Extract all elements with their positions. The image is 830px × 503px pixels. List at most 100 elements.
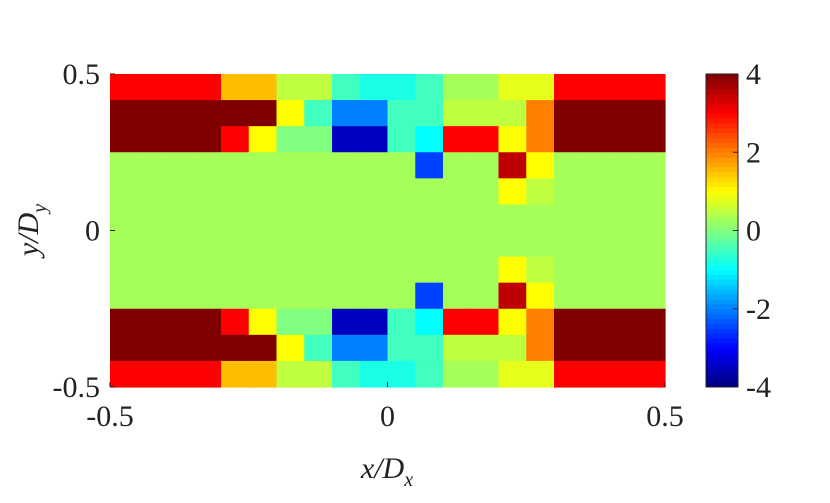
heatmap-cell xyxy=(470,152,500,179)
heatmap-cell xyxy=(248,282,278,310)
heatmap-cell xyxy=(193,230,222,258)
colorbar-swatch xyxy=(706,181,738,187)
heatmap-cell xyxy=(526,152,555,179)
heatmap-cell xyxy=(581,256,611,284)
heatmap-cell xyxy=(554,230,583,258)
heatmap-cell xyxy=(415,178,444,206)
heatmap-cell xyxy=(470,230,500,258)
heatmap-cell xyxy=(165,360,194,388)
heatmap-cell xyxy=(248,230,278,258)
heatmap-cell xyxy=(498,126,527,153)
heatmap-cell xyxy=(193,178,222,206)
heatmap-cell xyxy=(165,152,194,179)
heatmap-cell xyxy=(443,256,472,284)
heatmap-cell xyxy=(443,360,472,388)
heatmap-cell xyxy=(276,308,305,336)
heatmap-cell xyxy=(304,360,333,388)
heatmap-cell xyxy=(332,126,361,153)
heatmap-cell xyxy=(359,126,389,153)
heatmap-cell xyxy=(248,100,278,127)
heatmap-cell xyxy=(304,74,333,101)
heatmap-cell xyxy=(581,152,611,179)
heatmap-cell xyxy=(526,230,555,258)
colorbar-swatch xyxy=(706,142,738,148)
heatmap-cell xyxy=(554,204,583,232)
heatmap-cell xyxy=(165,230,194,258)
heatmap-cell xyxy=(554,360,583,388)
colorbar-swatch xyxy=(706,88,738,95)
heatmap-cell xyxy=(193,204,222,232)
x-axis-label: x/Dx xyxy=(360,452,413,491)
heatmap-cell xyxy=(332,178,361,206)
colorbar-swatch xyxy=(706,328,738,334)
heatmap-cell xyxy=(526,204,555,232)
heatmap-cell xyxy=(110,256,139,284)
heatmap-cell xyxy=(359,152,389,179)
heatmap-cell xyxy=(609,100,638,127)
heatmap-cell xyxy=(637,282,666,310)
heatmap-cell xyxy=(193,308,222,336)
heatmap-cell xyxy=(332,100,361,127)
heatmap-cell xyxy=(110,100,139,127)
heatmap xyxy=(110,74,666,388)
heatmap-cell xyxy=(165,282,194,310)
colorbar-swatch xyxy=(706,308,738,315)
heatmap-cell xyxy=(415,334,444,362)
heatmap-cell xyxy=(221,74,250,101)
heatmap-cell xyxy=(526,74,555,101)
heatmap-cell xyxy=(276,204,305,232)
y-label-main: y/D xyxy=(12,212,45,259)
heatmap-cell xyxy=(332,334,361,362)
heatmap-cell xyxy=(193,100,222,127)
heatmap-cell xyxy=(221,204,250,232)
heatmap-cell xyxy=(359,360,389,388)
heatmap-cell xyxy=(609,256,638,284)
colorbar-tick-label: -2 xyxy=(746,293,771,326)
colorbar-swatch xyxy=(706,83,738,90)
heatmap-cell xyxy=(443,100,472,127)
heatmap-cell xyxy=(110,152,139,179)
heatmap-cell xyxy=(332,230,361,258)
heatmap-cell xyxy=(304,126,333,153)
heatmap-cell xyxy=(276,334,305,362)
heatmap-cell xyxy=(387,100,416,127)
heatmap-cell xyxy=(387,126,416,153)
heatmap-cell xyxy=(248,178,278,206)
heatmap-cell xyxy=(470,256,500,284)
heatmap-cell xyxy=(637,178,666,206)
heatmap-cell xyxy=(110,282,139,310)
heatmap-cell xyxy=(387,308,416,336)
colorbar-swatch xyxy=(706,122,738,129)
colorbar-swatch xyxy=(706,215,738,222)
colorbar-swatch xyxy=(706,347,738,354)
colorbar-swatch xyxy=(706,225,738,231)
heatmap-cell xyxy=(637,126,666,153)
colorbar-swatch xyxy=(706,74,738,80)
heatmap-cell xyxy=(609,334,638,362)
heatmap-cell xyxy=(415,126,444,153)
heatmap-cell xyxy=(359,256,389,284)
colorbar-swatch xyxy=(706,206,738,212)
heatmap-cell xyxy=(526,256,555,284)
heatmap-cell xyxy=(498,178,527,206)
heatmap-cell xyxy=(276,230,305,258)
heatmap-cell xyxy=(609,178,638,206)
heatmap-cell xyxy=(359,308,389,336)
heatmap-cell xyxy=(110,308,139,336)
heatmap-cell xyxy=(193,74,222,101)
heatmap-cell xyxy=(415,282,444,310)
heatmap-cell xyxy=(137,308,167,336)
colorbar-swatch xyxy=(706,318,738,324)
x-tick-label: 0.5 xyxy=(646,400,684,433)
heatmap-cell xyxy=(415,152,444,179)
heatmap-cell xyxy=(137,282,167,310)
heatmap-cell xyxy=(276,152,305,179)
heatmap-cell xyxy=(609,126,638,153)
colorbar-swatch xyxy=(706,250,738,256)
heatmap-cell xyxy=(137,360,167,388)
heatmap-cell xyxy=(637,204,666,232)
heatmap-cell xyxy=(609,308,638,336)
colorbar-swatch xyxy=(706,171,738,178)
heatmap-cell xyxy=(248,360,278,388)
x-tick-label: -0.5 xyxy=(86,400,134,433)
